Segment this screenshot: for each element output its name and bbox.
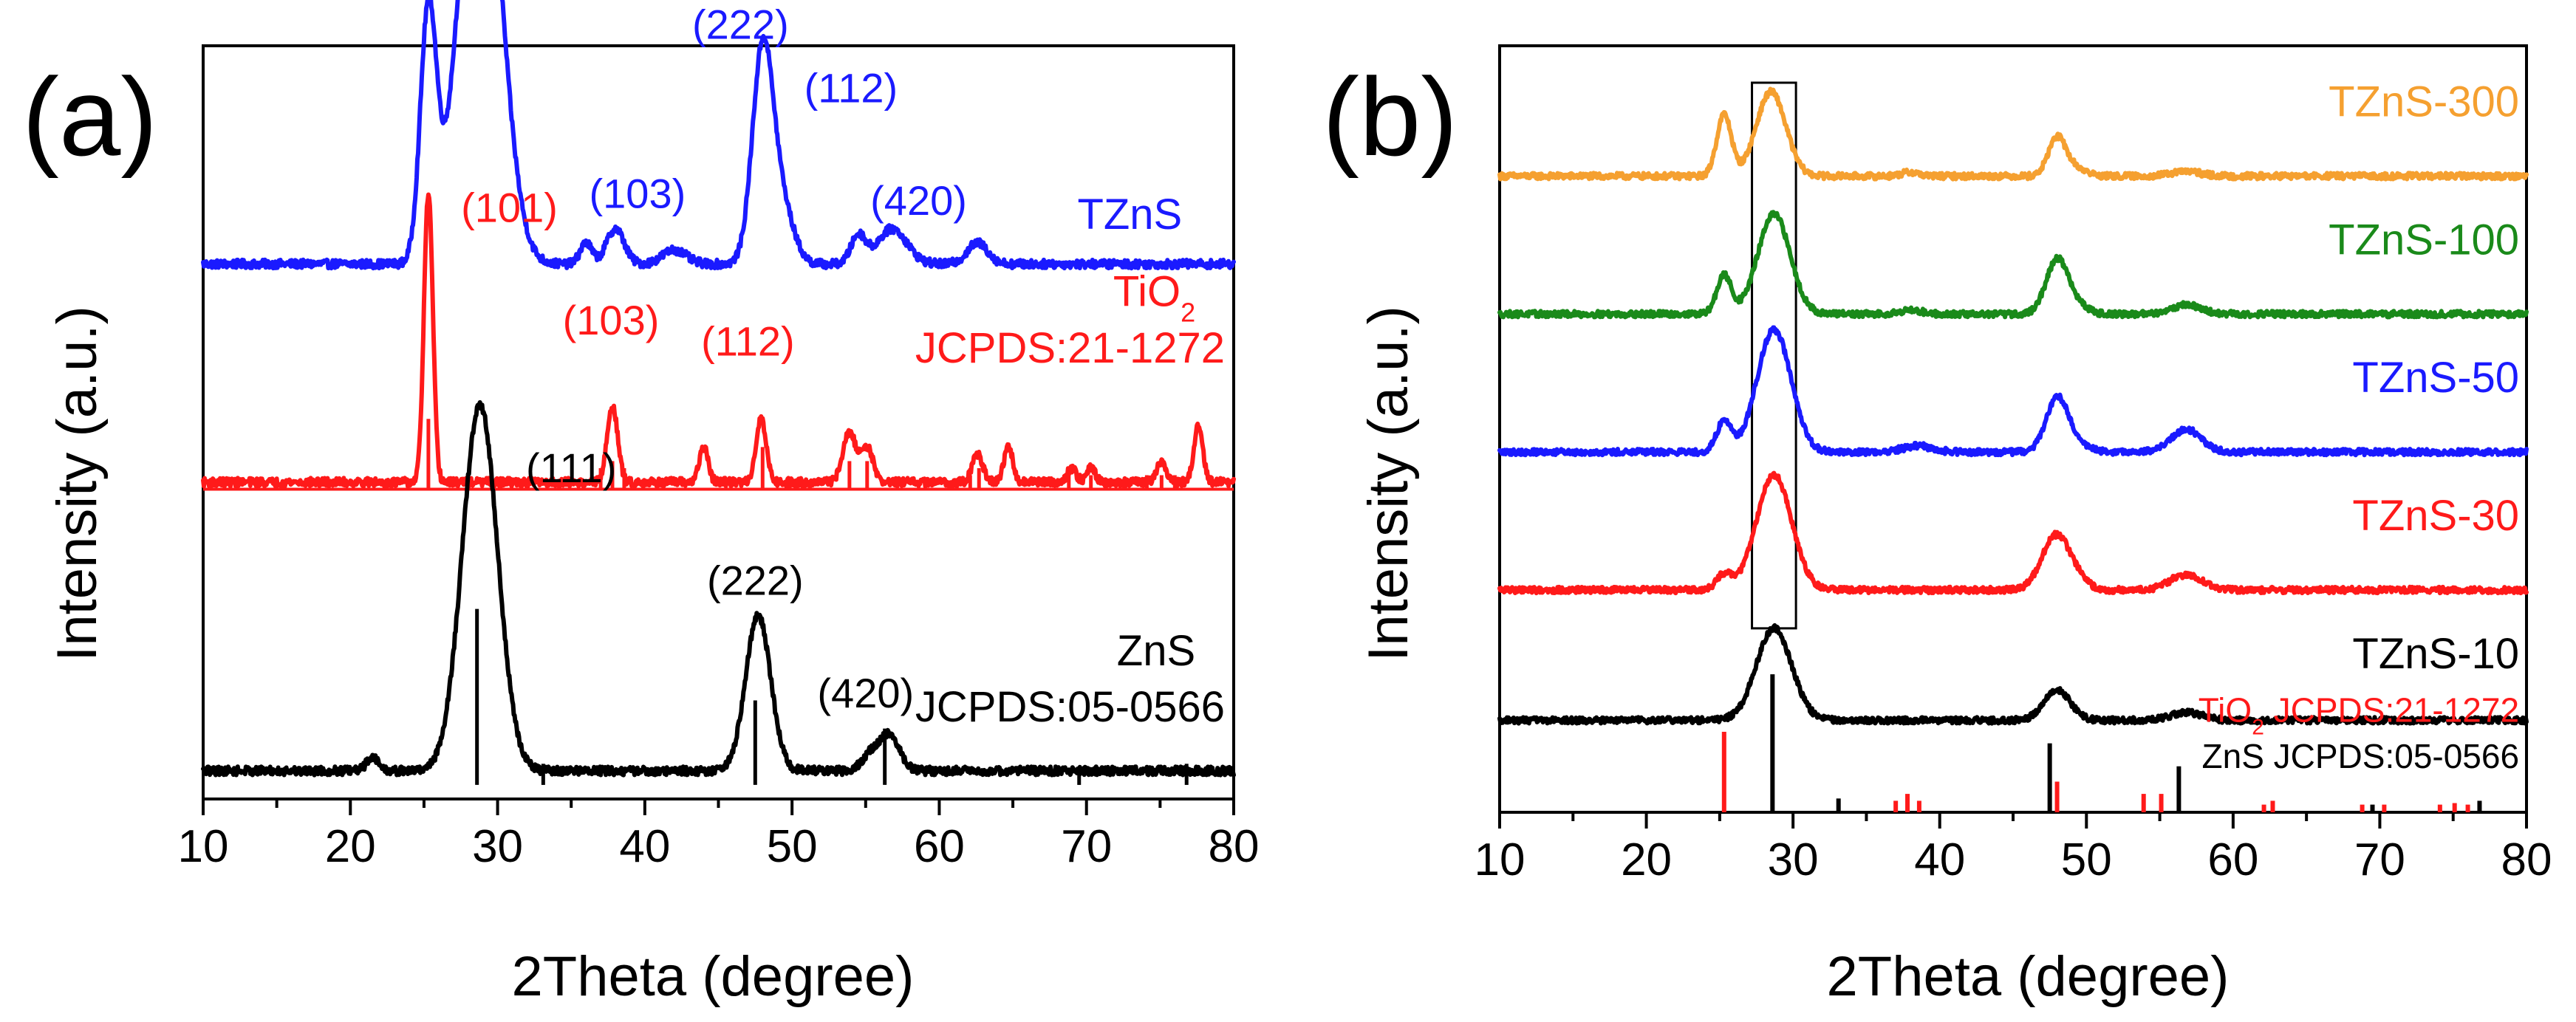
panel-b-reference-zns-jcpds-05-0566	[1770, 674, 2482, 812]
panel-a-label-jcpds-21-1272: JCPDS:21-1272	[915, 324, 1225, 372]
panel-a-peak-label: (420)	[870, 177, 967, 224]
panel-a-x-tick-label: 70	[1061, 821, 1112, 872]
panel-b-label: (b)	[1322, 55, 1458, 179]
panel-a-series-zns	[201, 399, 1236, 778]
panel-b-series-tzns-30	[1497, 470, 2529, 596]
panel-b-y-axis-title: Intensity (a.u.)	[1357, 306, 1420, 662]
panel-a-x-tick-label: 10	[178, 821, 229, 872]
panel-a-peak-label: (112)	[804, 64, 898, 111]
panel-a-label-zns: ZnS	[1117, 627, 1195, 675]
panel-b: (b) Intensity (a.u.) 2Theta (degree) 10 2…	[1322, 44, 2552, 1008]
panel-a-y-axis-title: Intensity (a.u.)	[46, 306, 109, 662]
panel-a-peak-label: (112)	[701, 318, 795, 364]
panel-b-x-tick-label: 60	[2207, 834, 2258, 885]
panel-b-label-tio2-jcpds-21-1272: TiO2 JCPDS:21-1272	[2199, 691, 2519, 740]
panel-a-peak-label: (101)	[461, 184, 558, 230]
panel-b-series-tzns-50	[1497, 325, 2529, 458]
panel-b-series-tzns-300	[1497, 86, 2529, 182]
panel-a: (a) Intensity (a.u.) 2Theta (degree) 10 2…	[22, 0, 1259, 1008]
panel-b-series-tzns-10	[1497, 623, 2529, 726]
panel-b-label-tzns-100: TZnS-100	[2329, 216, 2519, 264]
panel-a-x-tick-label: 20	[325, 821, 376, 872]
panel-a-label-jcpds-05-0566: JCPDS:05-0566	[915, 683, 1225, 731]
panel-a-series-tio2	[201, 192, 1236, 489]
panel-b-label-zns-jcpds-05-0566: ZnS JCPDS:05-0566	[2202, 737, 2520, 775]
panel-b-x-tick-label: 10	[1475, 834, 1526, 885]
panel-b-x-tick-label: 30	[1768, 834, 1819, 885]
panel-a-label-tio2: TiO2	[1113, 268, 1195, 328]
panel-a-peak-label: (222)	[692, 1, 789, 47]
panel-b-x-tick-label: 20	[1621, 834, 1672, 885]
panel-a-x-tick-label: 30	[472, 821, 523, 872]
panel-a-x-tick-label: 40	[619, 821, 670, 872]
panel-a-plot-area: 10 20 30 40 50 60 70 80 (101) (111) (103) (222) (112…	[178, 0, 1260, 872]
panel-b-label-tzns-30: TZnS-30	[2352, 492, 2519, 540]
panel-b-label-tzns-50: TZnS-50	[2352, 354, 2519, 402]
panel-a-peak-label: (111)	[526, 445, 616, 491]
panel-a-x-tick-label: 60	[914, 821, 965, 872]
panel-a-x-tick-label: 50	[767, 821, 818, 872]
panel-a-peak-label: (103)	[590, 170, 686, 216]
panel-b-series-tzns-100	[1497, 210, 2529, 320]
panel-b-label-tzns-10: TZnS-10	[2352, 630, 2519, 678]
panel-a-label-tzns: TZnS	[1077, 191, 1182, 239]
panel-b-reference-tio2-jcpds-21-1272	[1721, 732, 2470, 812]
panel-a-peak-label: (420)	[817, 670, 914, 716]
panel-b-x-tick-label: 40	[1914, 834, 1965, 885]
panel-b-plot-area: 10 20 30 40 50 60 70 80 TZnS-300 TZnS-100 TZnS-50 T…	[1475, 44, 2552, 885]
panel-a-label: (a)	[22, 55, 157, 179]
panel-a-x-axis-title: 2Theta (degree)	[512, 945, 915, 1008]
panel-b-x-tick-label: 70	[2354, 834, 2405, 885]
panel-b-x-tick-label: 50	[2061, 834, 2112, 885]
panel-a-series-tzns	[201, 0, 1236, 271]
panel-a-x-tick-label: 80	[1209, 821, 1260, 872]
panel-b-x-tick-label: 80	[2501, 834, 2552, 885]
panel-a-peak-label: (103)	[563, 297, 660, 343]
panel-b-x-axis-title: 2Theta (degree)	[1827, 945, 2230, 1008]
panel-b-label-tzns-300: TZnS-300	[2329, 78, 2519, 126]
panel-a-peak-label: (222)	[707, 558, 804, 604]
